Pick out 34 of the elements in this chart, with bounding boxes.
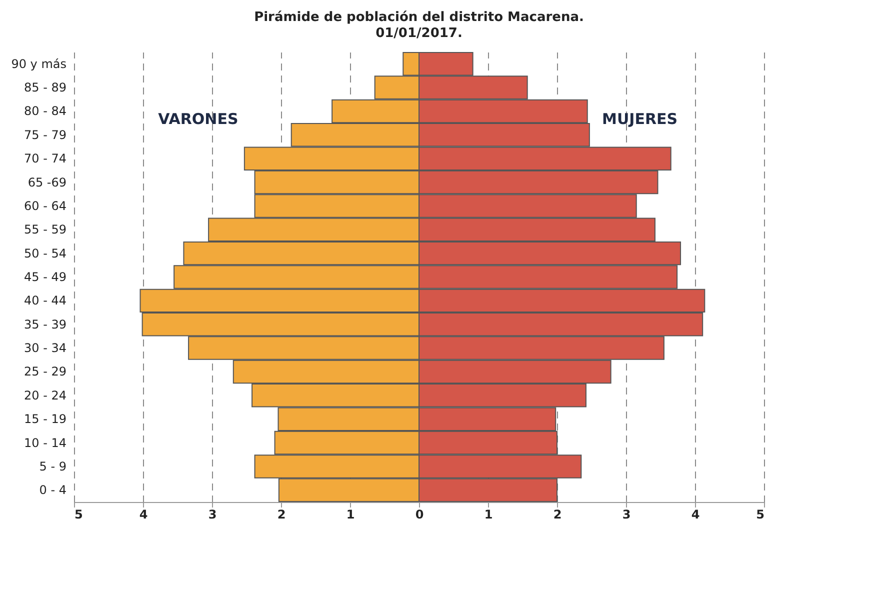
y-tick-label: 65 -69 [28, 175, 66, 190]
y-tick-label: 15 - 19 [24, 412, 66, 426]
y-tick-label: 70 - 74 [24, 152, 66, 166]
x-tick-label: 5 [74, 508, 83, 522]
x-tick-label: 2 [277, 508, 286, 522]
y-tick-label: 50 - 54 [24, 246, 66, 260]
y-tick-label: 80 - 84 [24, 104, 66, 118]
y-tick-label: 40 - 44 [24, 294, 66, 308]
x-tick-label: 3 [622, 508, 631, 522]
y-tick-label: 30 - 34 [24, 341, 66, 356]
chart-subtitle: 01/01/2017. [376, 26, 462, 41]
y-tick-label: 45 - 49 [24, 270, 66, 284]
y-tick-label: 20 - 24 [24, 388, 66, 402]
x-tick-label: 3 [208, 508, 217, 522]
y-tick-label: 85 - 89 [24, 80, 66, 95]
y-tick-label: 55 - 59 [24, 222, 66, 237]
y-tick-label: 60 - 64 [24, 198, 66, 213]
y-tick-label: 5 - 9 [39, 459, 66, 474]
x-tick-label: 2 [553, 508, 562, 522]
y-tick-label: 25 - 29 [24, 364, 66, 379]
x-tick-label: 4 [691, 508, 700, 522]
x-tick-label: 1 [346, 508, 355, 522]
y-tick-label: 10 - 14 [24, 436, 66, 450]
y-tick-label: 35 - 39 [24, 317, 66, 332]
x-tick-label: 0 [415, 508, 424, 522]
x-tick-label: 5 [756, 508, 764, 522]
series-label: MUJERES [602, 110, 678, 128]
x-tick-label: 1 [484, 508, 493, 522]
x-tick-label: 4 [139, 508, 148, 522]
y-tick-label: 75 - 79 [24, 128, 66, 142]
series-label: VARONES [158, 110, 238, 128]
y-tick-label: 90 y más [11, 56, 66, 71]
y-tick-label: 0 - 4 [39, 483, 66, 498]
chart-title: Pirámide de población del distrito Macarena. [254, 10, 584, 25]
